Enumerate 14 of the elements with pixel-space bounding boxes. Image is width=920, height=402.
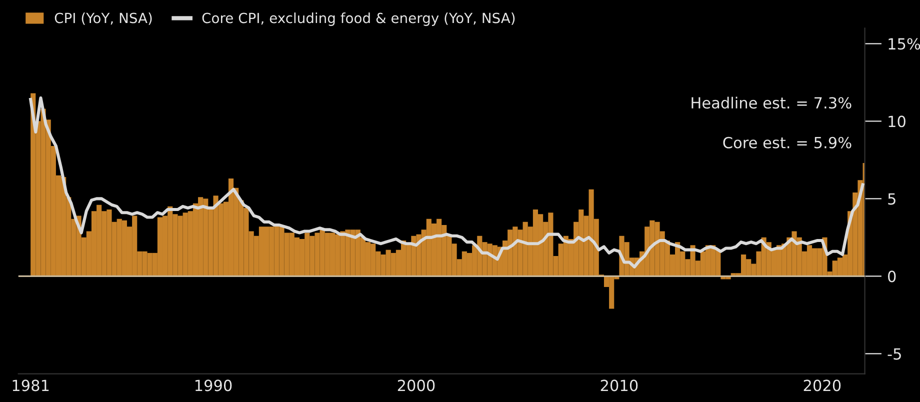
- legend-label: CPI (YoY, NSA): [54, 12, 152, 25]
- x-tick-label: 2000: [398, 380, 435, 392]
- y-tick-label: 0: [888, 270, 896, 282]
- y-tick-label: -5: [888, 348, 901, 360]
- annotation: Core est. = 5.9%: [723, 136, 852, 148]
- annotation: Headline est. = 7.3%: [692, 96, 852, 109]
- x-tick-label: 2020: [804, 380, 841, 392]
- x-tick-label: 1990: [195, 380, 232, 392]
- y-tick-label: 5: [888, 193, 896, 205]
- y-tick-label: 15%: [888, 38, 920, 50]
- legend-label: Core CPI, excluding food & energy (YoY, NSA): [202, 12, 515, 26]
- x-tick-label: 2010: [600, 380, 638, 392]
- y-tick-label: 10: [888, 116, 906, 128]
- x-tick-label: 1981: [12, 380, 49, 392]
